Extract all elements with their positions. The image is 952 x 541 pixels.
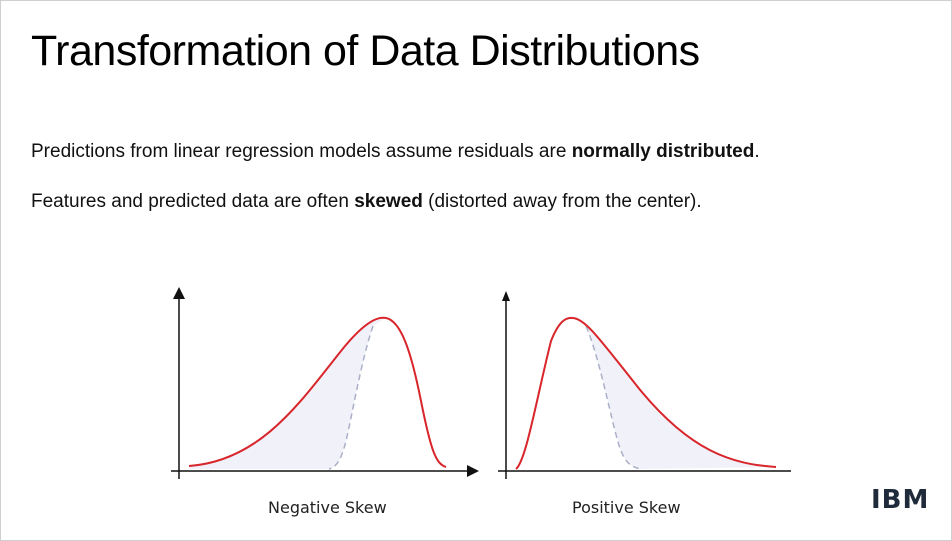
text: Predictions from linear regression model… xyxy=(31,141,572,162)
negative-skew-diagram xyxy=(171,287,479,479)
text: (distorted away from the center). xyxy=(422,191,702,212)
text: Features and predicted data are often xyxy=(31,191,355,212)
bold-text: normally distributed xyxy=(571,141,755,162)
positive-skew-diagram xyxy=(498,291,791,479)
paragraph: Features and predicted data are often sk… xyxy=(31,191,702,213)
figure-caption: Negative Skew xyxy=(268,498,387,517)
slide-title: Transformation of Data Distributions xyxy=(31,27,700,75)
text: . xyxy=(754,141,760,162)
logo: IBM xyxy=(871,485,930,515)
paragraph: Predictions from linear regression model… xyxy=(31,141,760,163)
bold-text: skewed xyxy=(354,191,423,212)
figure-caption: Positive Skew xyxy=(572,498,681,517)
